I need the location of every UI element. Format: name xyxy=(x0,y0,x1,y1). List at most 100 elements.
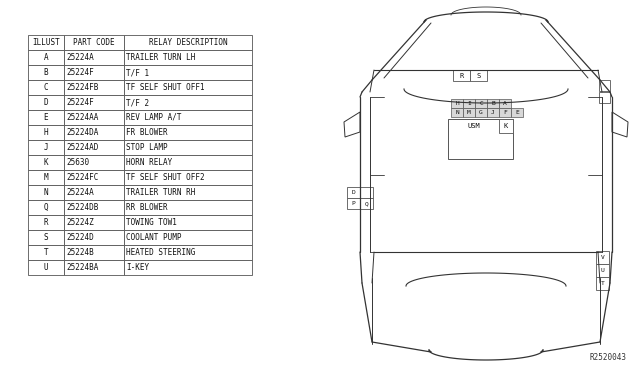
Bar xyxy=(64,200,124,215)
Text: STOP LAMP: STOP LAMP xyxy=(126,143,168,152)
Bar xyxy=(64,125,124,140)
Bar xyxy=(124,155,252,170)
Text: J: J xyxy=(44,143,48,152)
Bar xyxy=(64,50,124,65)
Text: PART CODE: PART CODE xyxy=(73,38,115,47)
Bar xyxy=(28,80,64,95)
Text: REV LAMP A/T: REV LAMP A/T xyxy=(126,113,182,122)
Bar xyxy=(64,185,124,200)
Bar xyxy=(64,230,124,245)
Text: S: S xyxy=(476,73,481,78)
Text: R: R xyxy=(44,218,48,227)
Text: R: R xyxy=(460,73,463,78)
Bar xyxy=(124,50,252,65)
Text: D: D xyxy=(44,98,48,107)
Bar xyxy=(28,170,64,185)
Text: 25224AA: 25224AA xyxy=(66,113,99,122)
Bar xyxy=(451,108,463,117)
Text: U: U xyxy=(600,268,604,273)
Bar xyxy=(124,260,252,275)
Bar xyxy=(64,95,124,110)
Bar xyxy=(487,99,499,108)
Bar xyxy=(475,99,487,108)
Text: M: M xyxy=(467,110,471,115)
Text: Q: Q xyxy=(365,201,369,206)
Bar xyxy=(596,251,609,264)
Text: 25224DA: 25224DA xyxy=(66,128,99,137)
Bar xyxy=(28,200,64,215)
Text: R2520043: R2520043 xyxy=(590,353,627,362)
Bar xyxy=(124,215,252,230)
Bar xyxy=(64,215,124,230)
Text: T: T xyxy=(44,248,48,257)
Polygon shape xyxy=(344,112,360,137)
Bar xyxy=(28,50,64,65)
Text: H: H xyxy=(44,128,48,137)
Text: RELAY DESCRIPTION: RELAY DESCRIPTION xyxy=(148,38,227,47)
Text: T/F 1: T/F 1 xyxy=(126,68,149,77)
Bar xyxy=(64,170,124,185)
Bar xyxy=(28,230,64,245)
Text: FR BLOWER: FR BLOWER xyxy=(126,128,168,137)
Bar xyxy=(28,185,64,200)
Bar xyxy=(28,35,64,50)
Text: T: T xyxy=(600,281,604,286)
Bar xyxy=(453,70,470,81)
Bar xyxy=(360,187,373,198)
Bar xyxy=(499,119,513,133)
Bar xyxy=(64,260,124,275)
Bar xyxy=(124,95,252,110)
Bar xyxy=(470,70,487,81)
Text: 25224A: 25224A xyxy=(66,188,93,197)
Bar xyxy=(124,125,252,140)
Bar xyxy=(124,230,252,245)
Text: B: B xyxy=(491,101,495,106)
Text: I: I xyxy=(467,101,471,106)
Bar xyxy=(124,170,252,185)
Text: ILLUST: ILLUST xyxy=(32,38,60,47)
Text: G: G xyxy=(479,110,483,115)
Bar xyxy=(511,108,523,117)
Bar xyxy=(463,108,475,117)
Bar xyxy=(28,95,64,110)
Bar xyxy=(347,187,360,198)
Text: 25224A: 25224A xyxy=(66,53,93,62)
Bar xyxy=(64,65,124,80)
Bar xyxy=(124,65,252,80)
Text: M: M xyxy=(44,173,48,182)
Text: A: A xyxy=(503,101,507,106)
Bar xyxy=(64,110,124,125)
Bar xyxy=(487,108,499,117)
Text: RR BLOWER: RR BLOWER xyxy=(126,203,168,212)
Bar xyxy=(360,198,373,209)
Text: TRAILER TURN LH: TRAILER TURN LH xyxy=(126,53,195,62)
Text: HORN RELAY: HORN RELAY xyxy=(126,158,172,167)
Text: S: S xyxy=(44,233,48,242)
Text: C: C xyxy=(44,83,48,92)
Bar xyxy=(448,119,513,159)
Text: K: K xyxy=(44,158,48,167)
Bar xyxy=(64,245,124,260)
Text: COOLANT PUMP: COOLANT PUMP xyxy=(126,233,182,242)
Text: K: K xyxy=(504,123,508,129)
Bar xyxy=(64,80,124,95)
Bar xyxy=(124,200,252,215)
Text: N: N xyxy=(455,110,459,115)
Text: TF SELF SHUT OFF2: TF SELF SHUT OFF2 xyxy=(126,173,205,182)
Bar xyxy=(28,65,64,80)
Polygon shape xyxy=(612,112,628,137)
Bar xyxy=(124,35,252,50)
Text: 25224F: 25224F xyxy=(66,68,93,77)
Text: E: E xyxy=(515,110,519,115)
Text: 25224FB: 25224FB xyxy=(66,83,99,92)
Text: 25224D: 25224D xyxy=(66,233,93,242)
Text: H: H xyxy=(455,101,459,106)
Bar xyxy=(124,80,252,95)
Text: HEATED STEERING: HEATED STEERING xyxy=(126,248,195,257)
Text: I-KEY: I-KEY xyxy=(126,263,149,272)
Bar xyxy=(596,277,609,290)
Text: TOWING TOW1: TOWING TOW1 xyxy=(126,218,177,227)
Bar xyxy=(499,99,511,108)
Bar xyxy=(599,80,610,91)
Bar xyxy=(124,185,252,200)
